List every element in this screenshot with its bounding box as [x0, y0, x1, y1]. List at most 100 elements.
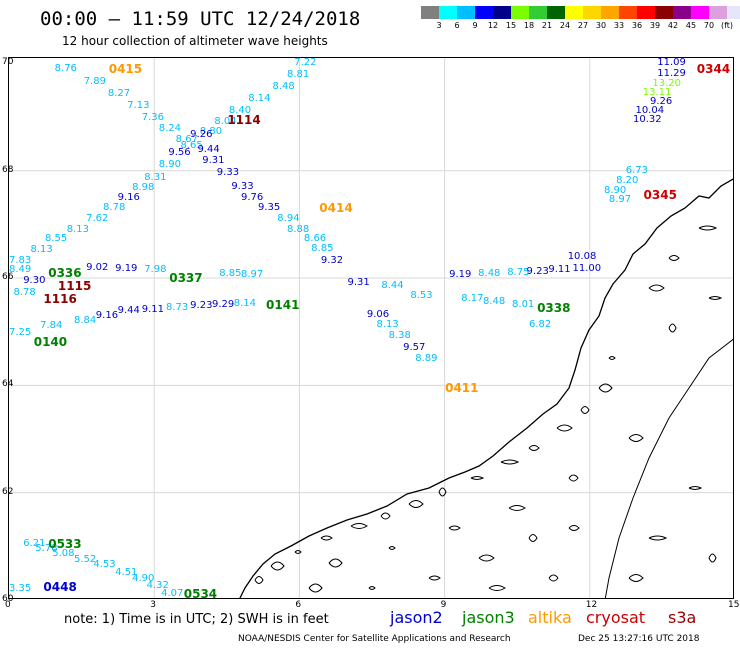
wave-height-value: 7.25	[9, 326, 32, 338]
legend-label: 27	[577, 21, 589, 30]
border-line	[604, 338, 733, 598]
wave-height-value: 5.08	[52, 548, 75, 560]
pass-time-label: 1114	[227, 112, 261, 127]
island-outline	[254, 576, 264, 584]
wave-height-value: 8.44	[381, 280, 404, 292]
wave-height-value: 7.89	[83, 75, 106, 87]
wave-height-value: 8.48	[478, 268, 501, 280]
pass-time-label: 1116	[43, 292, 77, 307]
wave-height-value: 9.44	[197, 144, 220, 156]
satellite-label-jason3: jason3	[462, 608, 515, 627]
legend-swatch	[619, 6, 637, 19]
wave-height-value: 8.66	[303, 232, 327, 244]
map-title: 00:00 – 11:59 UTC 12/24/2018	[40, 8, 361, 30]
pass-time-label: 0345	[643, 187, 677, 202]
wave-height-value: 9.19	[449, 269, 472, 281]
wave-height-value: 8.55	[44, 232, 68, 244]
wave-height-value: 9.76	[241, 191, 264, 203]
wave-height-value: 8.48	[272, 80, 295, 92]
lat-tick-label: 66	[2, 272, 14, 283]
wave-height-value: 9.31	[202, 155, 225, 167]
legend-labels: 3 6 9 12 15 18 21 24 27 30 33 36 39 42 45 70 (ft)	[421, 21, 740, 33]
wave-height-value: 8.14	[248, 93, 271, 105]
wave-height-value: 9.44	[117, 305, 140, 317]
legend-label: 12	[487, 21, 499, 30]
lon-tick-label: 9	[440, 600, 447, 610]
pass-time-label: 1115	[57, 279, 92, 294]
coastline	[239, 178, 733, 598]
wave-height-value: 9.32	[320, 254, 344, 266]
wave-height-value: 9.33	[231, 180, 254, 192]
wave-height-value: 5.52	[74, 553, 97, 565]
island-outline	[668, 323, 677, 333]
wave-height-value: 7.13	[127, 100, 150, 112]
wave-height-value: 4.53	[93, 559, 116, 571]
wave-height-value: 8.20	[616, 175, 639, 187]
wave-height-value: 8.90	[158, 159, 181, 171]
legend-label: 3	[436, 21, 442, 30]
island-outline	[308, 583, 323, 593]
wave-height-value: 9.02	[86, 262, 109, 274]
wave-height-value: 8.97	[241, 269, 264, 281]
wave-height-value: 8.48	[483, 296, 506, 308]
pass-time-label: 0336	[48, 265, 82, 280]
legend-swatch	[709, 6, 727, 19]
wave-height-value: 8.31	[144, 171, 167, 183]
wave-height-value: 6.21	[23, 537, 46, 549]
legend-swatch	[655, 6, 673, 19]
wave-height-value: 9.29	[211, 298, 235, 310]
island-outline	[698, 225, 718, 231]
wave-height-value: 8.89	[415, 352, 438, 364]
legend-label: 21	[541, 21, 553, 30]
wave-height-value: 9.35	[257, 202, 281, 214]
wave-height-value: 5.78	[35, 543, 58, 555]
island-outline	[350, 523, 368, 529]
wave-height-value: 8.84	[74, 314, 97, 326]
legend-label: (ft)	[720, 21, 734, 30]
wave-height-value: 10.32	[633, 113, 662, 125]
island-outline	[648, 284, 665, 292]
wave-height-value: 8.81	[286, 69, 310, 81]
lon-tick-label: 12	[585, 600, 598, 610]
satellite-label-s3a: s3a	[668, 608, 697, 627]
wave-height-value: 9.19	[115, 262, 138, 274]
wave-height-value: 8.73	[165, 301, 189, 313]
legend-label: 36	[631, 21, 643, 30]
lon-tick-label: 6	[295, 600, 302, 610]
wave-height-value: 8.85	[219, 268, 242, 280]
legend-swatch	[727, 6, 740, 19]
legend-swatch	[439, 6, 457, 19]
pass-time-label: 0141	[266, 297, 300, 312]
wave-height-value: 8.49	[9, 263, 32, 275]
wave-height-value: 9.11	[141, 304, 165, 316]
lat-tick-label: 60	[2, 594, 14, 604]
pass-time-label: 0338	[537, 300, 571, 315]
legend-label: 30	[595, 21, 607, 30]
island-outline	[528, 445, 540, 451]
legend-label: 42	[667, 21, 679, 30]
footnote: note: 1) Time is in UTC; 2) SWH is in fe…	[64, 612, 329, 627]
pass-time-label: 0344	[696, 61, 731, 76]
wave-height-value: 8.90	[604, 185, 627, 197]
wave-height-value: 6.73	[625, 164, 649, 176]
wave-height-value: 8.76	[54, 62, 77, 74]
island-outline	[438, 487, 447, 497]
island-outline	[380, 512, 391, 520]
wave-height-value: 10.08	[567, 250, 597, 262]
wave-height-value: 8.24	[158, 122, 181, 134]
wave-height-value: 9.23	[190, 299, 213, 311]
pass-time-label: 0140	[33, 335, 68, 350]
pass-time-label: 0411	[445, 381, 479, 396]
wave-height-value: 8.97	[608, 194, 632, 206]
island-outline	[368, 586, 376, 590]
legend-swatch	[637, 6, 655, 19]
legend-label: 70	[703, 21, 715, 30]
legend-swatch	[673, 6, 691, 19]
pass-time-label: 0414	[319, 201, 353, 216]
wave-height-value: 3.35	[9, 583, 32, 595]
wave-height-value: 8.53	[410, 289, 433, 301]
legend-swatch	[601, 6, 619, 19]
island-outline	[648, 535, 668, 541]
satellite-label-jason2: jason2	[390, 608, 443, 627]
legend-label: 9	[472, 21, 478, 30]
